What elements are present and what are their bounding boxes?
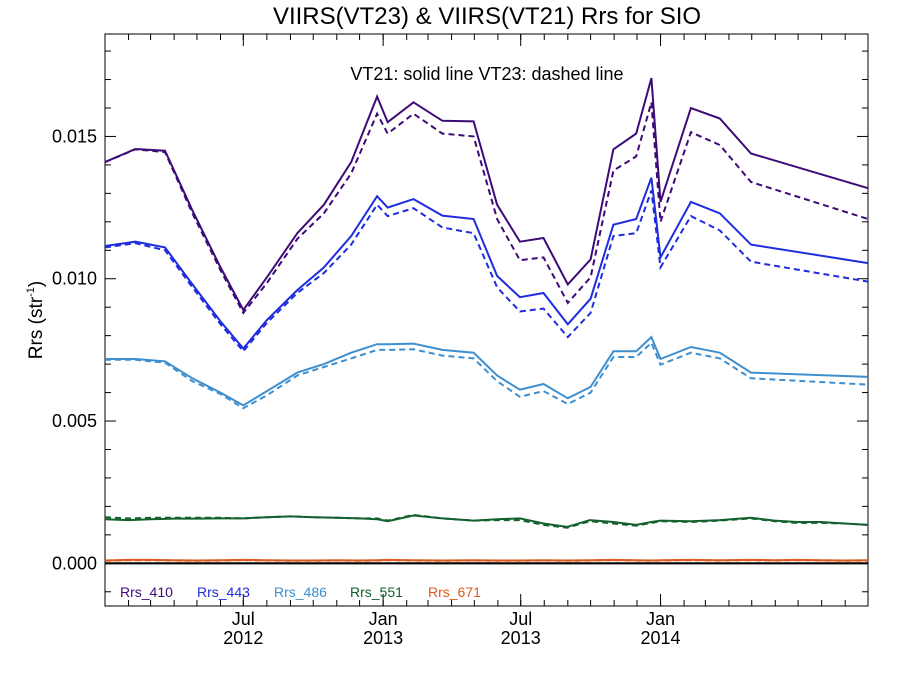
y-axis-label-main: Rrs (str [26, 296, 47, 359]
legend-entry: Rrs_410 [120, 584, 173, 600]
series-line-solid-Rrs_410 [104, 77, 869, 312]
legend-entry: Rrs_671 [428, 584, 481, 600]
series-line-solid-Rrs_486 [105, 335, 869, 407]
y-axis-label-sup: -1 [25, 287, 37, 297]
x-tick-label-year: 2012 [223, 628, 263, 648]
legend-entry: Rrs_551 [350, 584, 403, 600]
x-tick-label-month: Jul [509, 609, 532, 629]
x-tick-label-month: Jan [369, 609, 398, 629]
chart-title: VIIRS(VT23) & VIIRS(VT21) Rrs for SIO [273, 3, 701, 30]
y-tick-label: 0.010 [52, 269, 97, 289]
series-line-dashed-Rrs_443 [104, 190, 869, 353]
legend-entry: Rrs_443 [197, 584, 250, 600]
series-line-dashed-Rrs_551 [104, 513, 869, 529]
series-line-dashed-Rrs_410 [104, 102, 869, 315]
y-axis-label-close: ) [26, 281, 47, 287]
y-tick-label: 0.000 [52, 553, 97, 573]
x-tick-label-month: Jul [232, 609, 255, 629]
series-line-solid-Rrs_443 [104, 177, 869, 351]
x-tick-label-year: 2013 [501, 628, 541, 648]
series-line-dashed-Rrs_671 [104, 559, 869, 562]
line-style-annotation: VT21: solid line VT23: dashed line [350, 64, 623, 84]
x-tick-label-month: Jan [646, 609, 675, 629]
series-line-dashed-Rrs_486 [105, 341, 869, 410]
plot-frame [104, 33, 869, 607]
y-tick-label: 0.015 [52, 126, 97, 146]
legend-entry: Rrs_486 [274, 584, 327, 600]
y-axis-label: Rrs (str-1) [25, 281, 47, 359]
x-tick-label-year: 2013 [363, 628, 403, 648]
plot-area: 0.0000.0050.0100.015Jul2012Jan2013Jul201… [52, 33, 869, 648]
x-tick-label-year: 2014 [641, 628, 681, 648]
y-tick-label: 0.005 [52, 411, 97, 431]
